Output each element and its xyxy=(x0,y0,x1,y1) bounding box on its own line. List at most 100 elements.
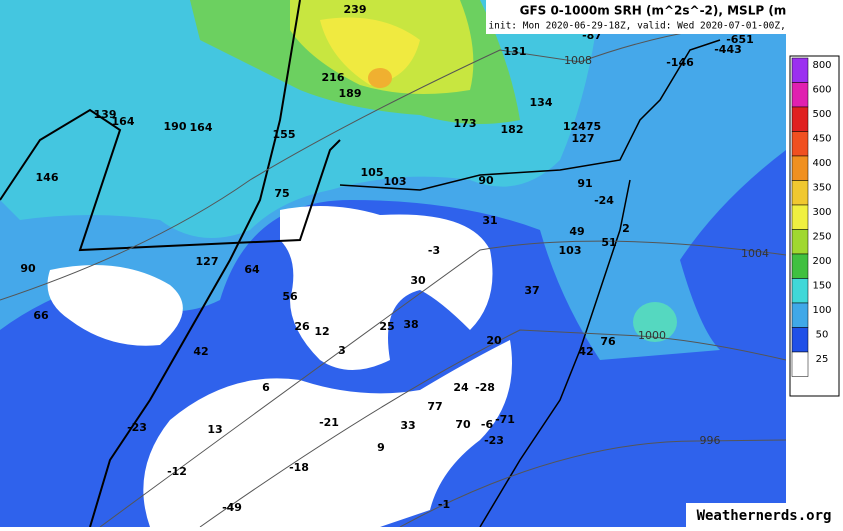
srh-25-area xyxy=(280,206,493,370)
srh-25-area xyxy=(143,340,513,527)
srh-label: 155 xyxy=(273,128,296,141)
srh-label: 239 xyxy=(344,3,367,16)
srh-label: -146 xyxy=(666,56,694,69)
colorbar-swatch xyxy=(791,278,809,304)
srh-label: 66 xyxy=(33,309,49,322)
srh-label: 12 xyxy=(314,325,329,338)
srh-label: 216 xyxy=(322,71,345,84)
colorbar-label: 350 xyxy=(812,183,831,194)
isobar xyxy=(0,29,701,301)
srh-label: 64 xyxy=(244,263,260,276)
srh-label: -3 xyxy=(428,244,440,257)
srh-350-area xyxy=(320,17,420,85)
colorbar-label: 600 xyxy=(812,85,831,96)
srh-label: -24 xyxy=(594,194,614,207)
srh-label: 139 xyxy=(94,108,117,121)
srh-150-area xyxy=(633,302,677,342)
srh-label: 37 xyxy=(524,284,539,297)
srh-label: 51 xyxy=(601,236,616,249)
colorbar-label: 800 xyxy=(812,60,831,71)
srh-label: 26 xyxy=(294,320,310,333)
colorbar-swatch xyxy=(791,106,809,132)
colorbar-label: 25 xyxy=(816,354,829,365)
srh-label: -1 xyxy=(438,498,450,511)
colorbar-swatch xyxy=(791,57,809,83)
srh-label: 3 xyxy=(338,344,346,357)
colorbar-swatch xyxy=(791,327,809,353)
watermark: Weathernerds.org xyxy=(697,508,832,524)
colorbar-label: 450 xyxy=(812,134,831,145)
srh-25-area xyxy=(47,265,183,346)
isobar-label: 996 xyxy=(700,434,721,447)
srh-label: 24 xyxy=(453,381,469,394)
map-subtitle: init: Mon 2020-06-29-18Z, valid: Wed 202… xyxy=(488,21,831,32)
colorbar-swatch xyxy=(791,180,809,206)
srh-label: 76 xyxy=(600,335,616,348)
srh-label: 38 xyxy=(403,318,418,331)
colorbar-label: 100 xyxy=(812,305,831,316)
srh-label: 25 xyxy=(379,320,394,333)
srh-label: 164 xyxy=(112,115,135,128)
watermark-box xyxy=(686,503,843,527)
srh-label: -71 xyxy=(495,413,515,426)
srh-label: 6 xyxy=(262,381,270,394)
srh-label: 189 xyxy=(339,87,362,100)
border-line xyxy=(0,108,341,252)
srh-label: 75 xyxy=(274,187,289,200)
colorbar-label: 150 xyxy=(812,281,831,292)
srh-label: 9 xyxy=(377,441,385,454)
header-box xyxy=(486,0,786,34)
srh-label: 105 xyxy=(361,166,384,179)
srh-label: -23 xyxy=(127,421,147,434)
srh-label: 12475 xyxy=(563,120,601,133)
srh-label: 134 xyxy=(530,96,553,109)
srh-label: 77 xyxy=(427,400,442,413)
srh-label: -49 xyxy=(222,501,242,514)
srh-label: -21 xyxy=(319,416,339,429)
srh-label: -23 xyxy=(484,434,504,447)
srh-label: -651 xyxy=(726,33,754,46)
isobar-label: 1004 xyxy=(741,247,769,260)
isobar-label: 1000 xyxy=(638,329,666,342)
srh-label: 90 xyxy=(478,174,494,187)
srh-label: 127 xyxy=(196,255,219,268)
colorbar-swatch xyxy=(791,229,809,255)
srh-label: 190 xyxy=(164,120,187,133)
coastline xyxy=(479,179,631,528)
colorbar-label: 200 xyxy=(812,256,831,267)
colorbar-swatch xyxy=(791,253,809,279)
srh-label: 30 xyxy=(410,274,426,287)
map-title: GFS 0-1000m SRH (m^2s^-2), MSLP (mb) xyxy=(520,4,801,18)
colorbar-label: 300 xyxy=(812,207,831,218)
isobar xyxy=(399,439,787,528)
srh-label: 164 xyxy=(190,121,213,134)
colorbar-swatch xyxy=(791,351,809,377)
isobar xyxy=(199,329,787,528)
srh-label: 131 xyxy=(504,45,527,58)
isobar xyxy=(99,240,787,528)
srh-label: 13 xyxy=(207,423,222,436)
colorbar-label: 50 xyxy=(816,330,829,341)
srh-label: -6 xyxy=(481,418,494,431)
colorbar-swatch xyxy=(791,302,809,328)
srh-label: -28 xyxy=(475,381,495,394)
srh-label: 42 xyxy=(578,345,593,358)
srh-label: 103 xyxy=(384,175,407,188)
srh-label: 91 xyxy=(577,177,592,190)
srh-400-area xyxy=(368,68,392,88)
isobar-label: 1008 xyxy=(564,54,592,67)
srh-label: 146 xyxy=(36,171,59,184)
srh-label: 56 xyxy=(282,290,298,303)
border-line xyxy=(89,0,301,528)
srh-label: 127 xyxy=(572,132,595,145)
colorbar-swatch xyxy=(791,82,809,108)
srh-label: -443 xyxy=(714,43,742,56)
srh-label: -12 xyxy=(167,465,187,478)
srh-label: 70 xyxy=(455,418,471,431)
colorbar-label: 250 xyxy=(812,232,831,243)
srh-label: 49 xyxy=(569,225,584,238)
colorbar-swatch xyxy=(791,204,809,230)
srh-label: 31 xyxy=(482,214,497,227)
colorbar-label: 500 xyxy=(812,109,831,120)
